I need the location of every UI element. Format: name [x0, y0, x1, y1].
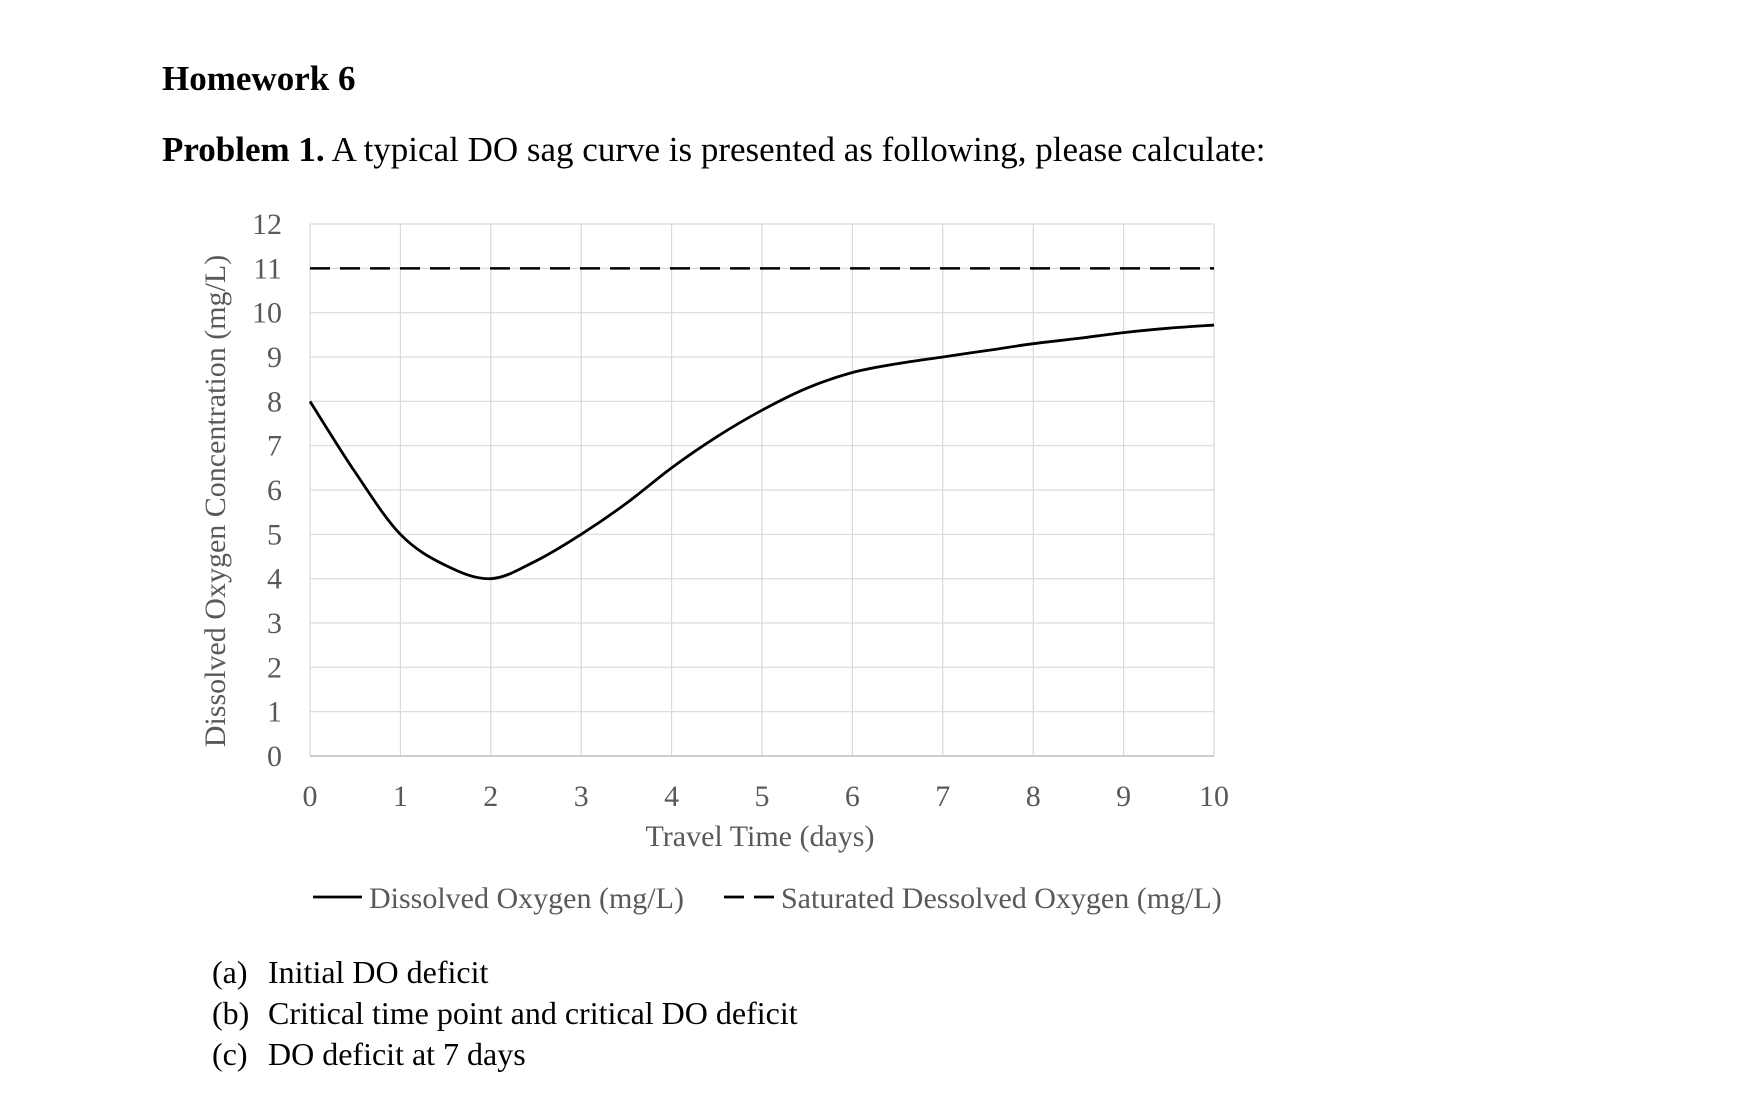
- x-tick-label: 6: [845, 780, 860, 813]
- y-tick-label: 9: [267, 341, 282, 374]
- y-tick-label: 2: [267, 651, 282, 684]
- chart-series: [308, 267, 1215, 581]
- task-text: DO deficit at 7 days: [268, 1036, 526, 1072]
- x-tick-label: 4: [664, 780, 679, 813]
- y-tick-label: 7: [267, 430, 282, 463]
- y-tick-label: 4: [267, 563, 282, 596]
- problem-text: A typical DO sag curve is presented as f…: [324, 130, 1266, 169]
- task-text: Initial DO deficit: [268, 954, 489, 990]
- y-tick-label: 1: [267, 696, 282, 729]
- task-list: (a) Initial DO deficit (b) Critical time p…: [212, 952, 798, 1075]
- x-tick-label: 0: [303, 780, 318, 813]
- x-tick-label: 7: [935, 780, 950, 813]
- task-marker: (b): [212, 995, 250, 1031]
- task-text: Critical time point and critical DO defi…: [268, 995, 798, 1031]
- task-item-a: (a) Initial DO deficit: [212, 952, 798, 993]
- legend-label: Dissolved Oxygen (mg/L): [369, 882, 684, 915]
- y-tick-label: 11: [253, 252, 282, 285]
- x-tick-label: 8: [1026, 780, 1041, 813]
- y-tick-label: 10: [252, 297, 282, 330]
- legend-label: Saturated Dessolved Oxygen (mg/L): [781, 882, 1222, 915]
- dissolved-oxygen-line: [308, 323, 1215, 581]
- y-axis-title: Dissolved Oxygen Concentration (mg/L): [199, 255, 232, 747]
- task-marker: (a): [212, 954, 248, 990]
- task-marker: (c): [212, 1036, 248, 1072]
- x-tick-label: 3: [574, 780, 589, 813]
- page-heading: Homework 6: [162, 59, 356, 98]
- task-item-c: (c) DO deficit at 7 days: [212, 1034, 798, 1075]
- x-tick-label: 10: [1199, 780, 1229, 813]
- y-tick-label: 8: [267, 385, 282, 418]
- chart-legend: Dissolved Oxygen (mg/L) Saturated Dessolv…: [313, 882, 1222, 915]
- y-tick-label: 6: [267, 474, 282, 507]
- x-tick-label: 9: [1116, 780, 1131, 813]
- y-tick-label: 12: [252, 208, 282, 241]
- problem-statement: Problem 1. A typical DO sag curve is pre…: [162, 129, 1266, 171]
- y-tick-label: 5: [267, 518, 282, 551]
- task-item-b: (b) Critical time point and critical DO d…: [212, 993, 798, 1034]
- y-tick-label: 0: [267, 740, 282, 773]
- x-axis-title: Travel Time (days): [646, 820, 875, 853]
- chart-gridlines: [309, 223, 1215, 757]
- x-tick-label: 5: [755, 780, 770, 813]
- problem-label: Problem 1.: [162, 130, 325, 169]
- x-tick-label: 1: [393, 780, 408, 813]
- y-tick-label: 3: [267, 607, 282, 640]
- x-tick-label: 2: [483, 780, 498, 813]
